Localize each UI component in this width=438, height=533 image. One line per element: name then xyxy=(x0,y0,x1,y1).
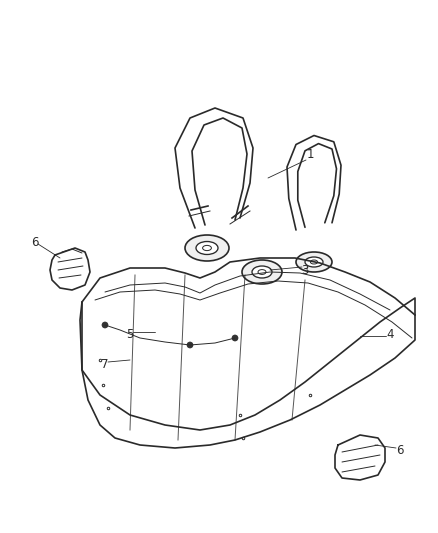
Text: 1: 1 xyxy=(306,149,314,161)
Ellipse shape xyxy=(258,270,266,274)
Ellipse shape xyxy=(242,260,282,284)
Ellipse shape xyxy=(252,266,272,278)
Text: 4: 4 xyxy=(386,328,394,342)
Text: 6: 6 xyxy=(31,236,39,248)
Ellipse shape xyxy=(203,245,212,251)
Text: 7: 7 xyxy=(101,359,109,372)
Circle shape xyxy=(102,322,108,328)
Circle shape xyxy=(187,342,193,348)
Text: 3: 3 xyxy=(301,263,309,277)
Ellipse shape xyxy=(296,252,332,272)
Text: 6: 6 xyxy=(396,443,404,456)
Circle shape xyxy=(232,335,238,341)
Ellipse shape xyxy=(305,257,323,267)
Ellipse shape xyxy=(311,260,318,264)
Ellipse shape xyxy=(185,235,229,261)
Text: 5: 5 xyxy=(126,328,134,342)
Ellipse shape xyxy=(196,241,218,254)
